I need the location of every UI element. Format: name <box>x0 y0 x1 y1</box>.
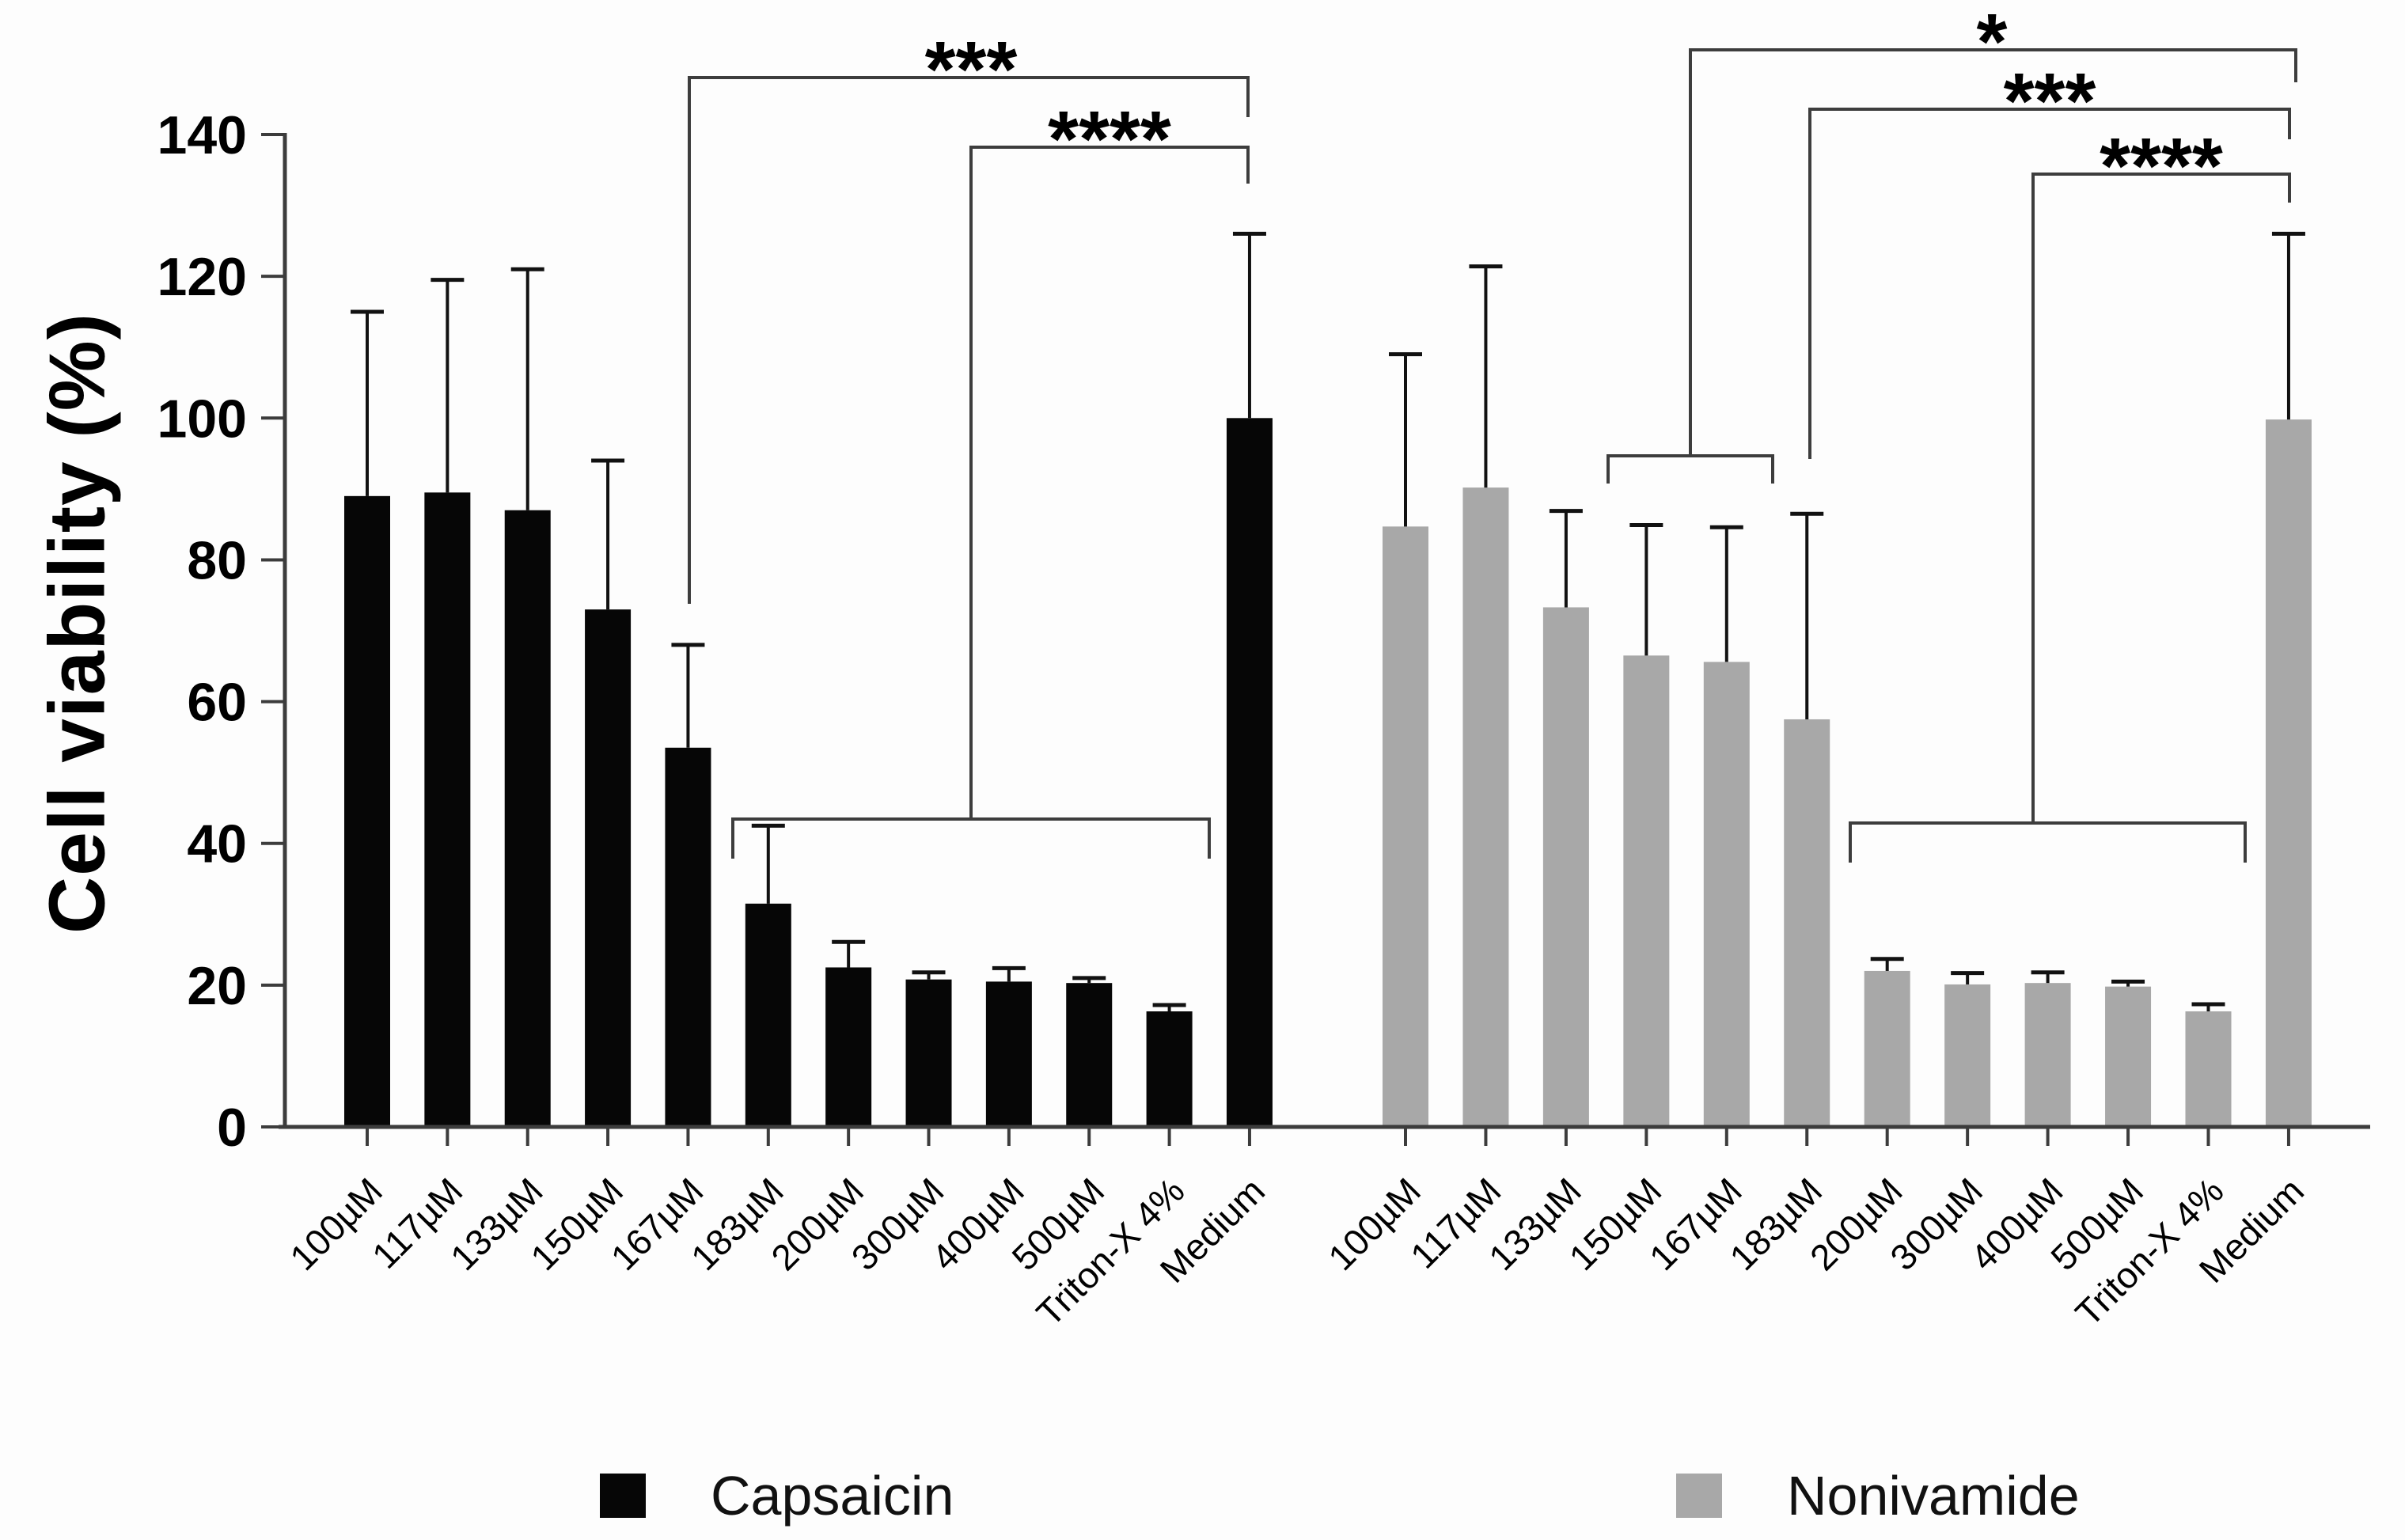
bar-nonivamide-Medium <box>2265 419 2312 1127</box>
y-tick-label: 120 <box>157 247 247 307</box>
significance-label-capsaicin: **** <box>1048 95 1171 184</box>
bar-capsaicin-Triton-X 4% <box>1146 1011 1193 1127</box>
bar-nonivamide-133µM <box>1542 607 1589 1127</box>
bar-capsaicin-117µM <box>424 492 471 1127</box>
significance-bracket-nonivamide <box>1606 454 1774 484</box>
y-tick-label: 20 <box>187 956 247 1016</box>
bar-nonivamide-183µM <box>1784 719 1830 1127</box>
bar-nonivamide-167µM <box>1703 662 1750 1127</box>
significance-bracket-nonivamide <box>1808 108 2291 459</box>
bar-nonivamide-150µM <box>1623 655 1670 1127</box>
bar-nonivamide-117µM <box>1462 487 1509 1127</box>
y-tick-label: 80 <box>187 530 247 590</box>
y-tick-label: 100 <box>157 389 247 449</box>
significance-bracket-nonivamide <box>1689 48 2297 456</box>
significance-label-nonivamide: *** <box>2004 57 2096 146</box>
y-tick-label: 0 <box>217 1098 247 1158</box>
bar-capsaicin-167µM <box>665 747 711 1127</box>
bar-nonivamide-400µM <box>2024 983 2071 1127</box>
nonivamide-legend-label: Nonivamide <box>1787 1465 2080 1527</box>
bar-nonivamide-300µM <box>1944 984 1991 1127</box>
y-tick-label: 60 <box>187 673 247 733</box>
bar-capsaicin-200µM <box>825 967 872 1127</box>
bar-capsaicin-183µM <box>745 903 791 1127</box>
bar-capsaicin-500µM <box>1066 983 1113 1127</box>
capsaicin-swatch <box>600 1474 646 1518</box>
bar-capsaicin-300µM <box>905 979 952 1127</box>
bar-nonivamide-500µM <box>2105 986 2152 1127</box>
y-tick-label: 140 <box>157 105 247 165</box>
bar-capsaicin-400µM <box>985 981 1032 1127</box>
significance-bracket-capsaicin <box>731 817 1211 859</box>
significance-bracket-nonivamide <box>2031 173 2291 823</box>
legend-item-nonivamide: Nonivamide <box>1676 1464 2080 1527</box>
significance-label-capsaicin: *** <box>925 25 1018 114</box>
bar-capsaicin-150µM <box>585 609 632 1127</box>
x-category-label: 100µM <box>1320 1170 1428 1278</box>
significance-label-nonivamide: **** <box>2100 122 2223 211</box>
y-axis-title: Cell viability (%) <box>32 313 122 934</box>
significance-bracket-nonivamide <box>1849 821 2247 863</box>
significance-bracket-capsaicin <box>969 146 1250 819</box>
bar-capsaicin-100µM <box>344 495 390 1127</box>
bar-capsaicin-133µM <box>504 510 551 1127</box>
significance-bracket-capsaicin <box>688 76 1250 604</box>
nonivamide-swatch <box>1676 1474 1722 1518</box>
bar-capsaicin-Medium <box>1226 418 1273 1127</box>
capsaicin-legend-label: Capsaicin <box>711 1465 954 1527</box>
bar-nonivamide-200µM <box>1864 970 1910 1127</box>
x-category-label: 100µM <box>282 1170 390 1278</box>
bar-nonivamide-Triton-X 4% <box>2185 1011 2232 1127</box>
bar-nonivamide-100µM <box>1383 526 1428 1127</box>
legend-item-capsaicin: Capsaicin <box>600 1464 954 1527</box>
significance-label-nonivamide: * <box>1977 0 2008 86</box>
y-tick-label: 40 <box>187 814 247 874</box>
